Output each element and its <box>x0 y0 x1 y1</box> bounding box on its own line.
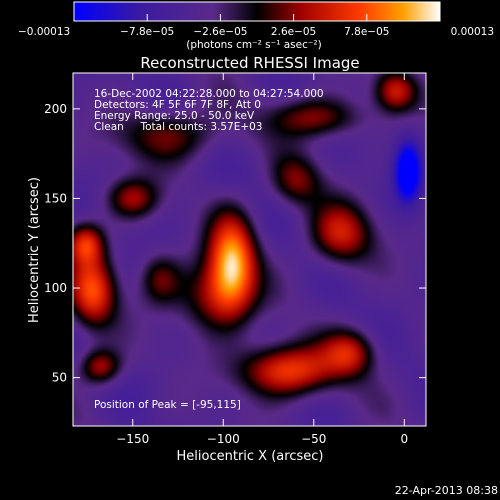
heatmap-image <box>73 73 426 426</box>
annotation-detectors: Detectors: 4F 5F 6F 7F 8F, Att 0 <box>94 99 261 111</box>
y-axis-label: Heliocentric Y (arcsec) <box>27 177 42 323</box>
colorbar-units: (photons cm⁻² s⁻¹ asec⁻²) <box>186 39 321 51</box>
chart-title: Reconstructed RHESSI Image <box>140 54 359 72</box>
colorbar <box>73 1 441 22</box>
x-tick-label: −150 <box>116 432 149 446</box>
y-tick-label: 200 <box>44 102 67 116</box>
colorbar-tick-label: −7.8e−05 <box>120 26 174 38</box>
colorbar-tick-label: −2.6e−05 <box>193 26 247 38</box>
x-tick-label: 0 <box>400 432 408 446</box>
y-tick-label: 50 <box>52 371 67 385</box>
axis-ticks: −150 −100 −50 0 50 100 150 200 <box>44 73 426 446</box>
annotation-energy: Energy Range: 25.0 - 50.0 keV <box>94 110 255 122</box>
colorbar-tick-label: 2.6e−05 <box>271 26 316 38</box>
y-tick-label: 150 <box>44 191 67 205</box>
colorbar-tick-label: −0.00013 <box>18 26 70 38</box>
x-axis-label: Heliocentric X (arcsec) <box>177 449 324 464</box>
annotation-time: 16-Dec-2002 04:22:28.000 to 04:27:54.000 <box>94 88 324 100</box>
x-tick-label: −100 <box>207 432 240 446</box>
plot-frame <box>72 72 427 427</box>
y-tick-label: 100 <box>44 281 67 295</box>
annotation-counts: Clean Total counts: 3.57E+03 <box>94 121 263 133</box>
colorbar-tick-label: 7.8e−05 <box>344 26 389 38</box>
colorbar-tick-label: 0.00013 <box>451 26 494 38</box>
peak-position-label: Position of Peak = [-95,115] <box>94 399 241 411</box>
colorbar-ticks: −0.00013 −7.8e−05 −2.6e−05 2.6e−05 7.8e−05 0.… <box>18 14 494 38</box>
timestamp: 22-Apr-2013 08:38 <box>395 484 498 497</box>
x-tick-label: −50 <box>301 432 326 446</box>
